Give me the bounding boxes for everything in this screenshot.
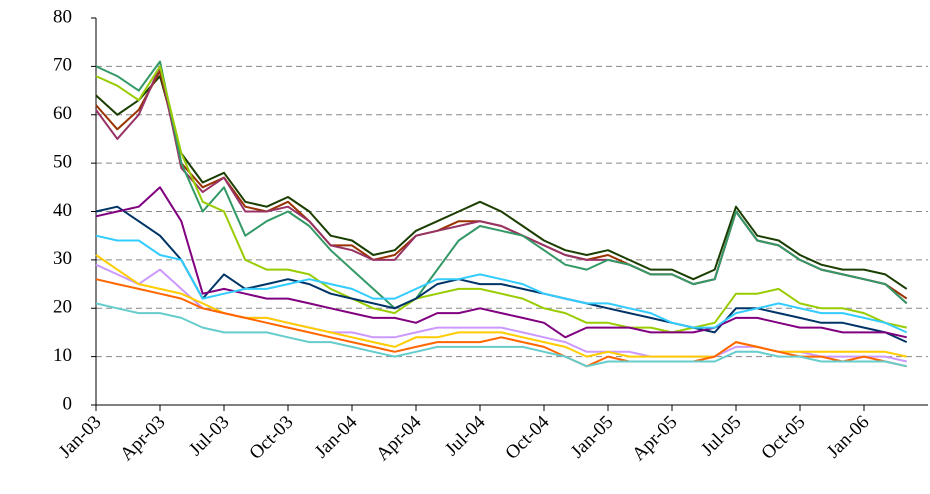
y-tick-label: 70 [53, 55, 72, 76]
x-tick-label: Jan-03 [55, 412, 106, 463]
y-tick-label: 60 [53, 103, 72, 124]
x-tick-label: Jan-04 [311, 411, 362, 462]
x-tick-label: Apr-04 [372, 411, 426, 465]
y-tick-label: 50 [53, 151, 72, 172]
y-tick-label: 40 [53, 200, 72, 221]
x-tick-label: Jan-06 [823, 412, 874, 463]
y-tick-label: 80 [53, 6, 72, 27]
x-tick-label: Apr-03 [116, 412, 169, 465]
series-line [95, 60, 908, 310]
series-line [95, 65, 907, 334]
x-tick-label: Oct-05 [757, 412, 809, 464]
x-tick-label: Jan-05 [567, 412, 618, 463]
x-tick-label: Jul-05 [697, 412, 745, 460]
y-tick-label: 0 [63, 393, 73, 414]
x-tick-label: Apr-05 [628, 412, 681, 465]
series-line [95, 65, 908, 305]
x-tick-label: Oct-03 [245, 412, 297, 464]
y-tick-label: 10 [53, 345, 72, 366]
x-tick-label: Jul-04 [441, 411, 490, 460]
series-line [95, 302, 907, 368]
series-line [95, 75, 908, 290]
x-tick-label: Oct-04 [501, 411, 554, 464]
x-tick-label: Jul-03 [185, 412, 233, 460]
series-line [95, 70, 908, 300]
series-line [95, 186, 907, 339]
y-tick-label: 20 [53, 297, 72, 318]
series-line [95, 205, 908, 344]
series-line [95, 234, 908, 334]
series-line [95, 278, 907, 368]
y-tick-label: 30 [53, 248, 72, 269]
